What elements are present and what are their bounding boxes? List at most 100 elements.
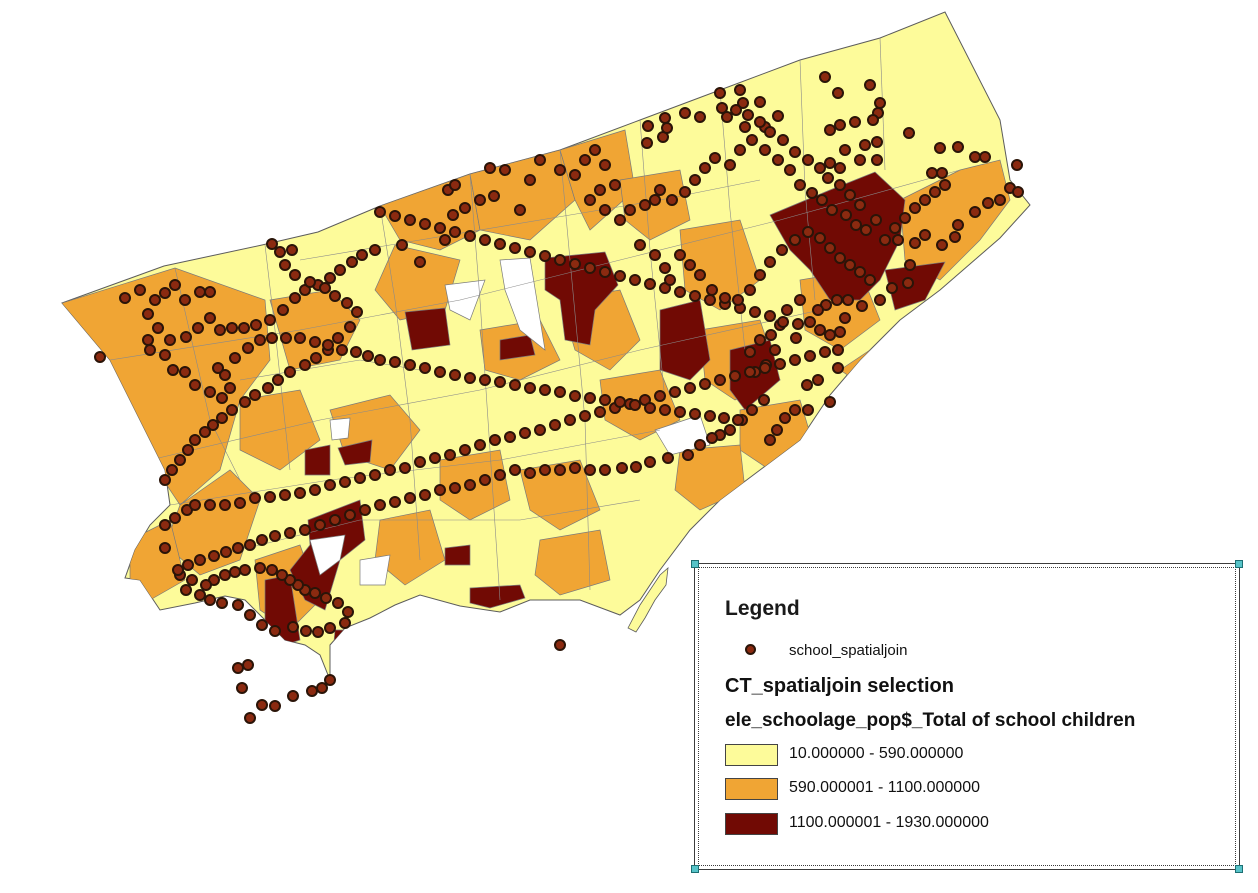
tract-nodata-2: [444, 279, 486, 321]
school-point: [374, 354, 386, 366]
school-point: [714, 87, 726, 99]
tract-north-york-3: [559, 129, 636, 231]
school-point: [886, 282, 898, 294]
school-point: [789, 234, 801, 246]
school-point: [772, 154, 784, 166]
school-point: [389, 210, 401, 222]
school-point: [449, 179, 461, 191]
school-point: [359, 504, 371, 516]
school-point: [242, 659, 254, 671]
resize-handle-top-right[interactable]: [1235, 560, 1243, 568]
school-point: [254, 334, 266, 346]
school-point: [419, 489, 431, 501]
school-point: [344, 509, 356, 521]
school-point: [346, 256, 358, 268]
school-point: [144, 344, 156, 356]
school-point: [324, 479, 336, 491]
school-point: [704, 410, 716, 422]
school-point: [269, 625, 281, 637]
school-point: [396, 239, 408, 251]
school-point: [324, 674, 336, 686]
school-point: [299, 359, 311, 371]
school-point: [684, 259, 696, 271]
school-point: [589, 144, 601, 156]
school-point: [186, 574, 198, 586]
school-point: [864, 79, 876, 91]
school-point: [179, 294, 191, 306]
school-point: [399, 462, 411, 474]
school-point: [306, 685, 318, 697]
school-point: [226, 404, 238, 416]
legend-panel[interactable]: Legend school_spatialjoin CT_spatialjoin…: [691, 560, 1243, 873]
school-point: [579, 154, 591, 166]
school-point: [802, 226, 814, 238]
school-point: [232, 662, 244, 674]
school-point: [789, 354, 801, 366]
school-point: [939, 179, 951, 191]
school-point: [224, 382, 236, 394]
school-point: [334, 264, 346, 276]
school-point: [329, 290, 341, 302]
school-point: [310, 352, 322, 364]
school-point: [207, 419, 219, 431]
school-point: [287, 690, 299, 702]
school-point: [634, 239, 646, 251]
school-point: [824, 329, 836, 341]
school-point: [289, 292, 301, 304]
school-point: [816, 194, 828, 206]
school-point: [822, 172, 834, 184]
resize-handle-bottom-left[interactable]: [691, 865, 699, 873]
school-point: [994, 194, 1006, 206]
school-point: [654, 390, 666, 402]
school-point: [554, 254, 566, 266]
school-point: [744, 366, 756, 378]
school-point: [199, 426, 211, 438]
school-point: [834, 162, 846, 174]
school-point: [256, 534, 268, 546]
school-point: [414, 256, 426, 268]
school-point: [279, 489, 291, 501]
school-point: [194, 554, 206, 566]
school-point: [718, 412, 730, 424]
legend-title: Legend: [725, 597, 800, 620]
school-point: [294, 487, 306, 499]
school-point: [789, 404, 801, 416]
school-point: [834, 119, 846, 131]
school-point: [758, 394, 770, 406]
school-point: [336, 344, 348, 356]
resize-handle-bottom-right[interactable]: [1235, 865, 1243, 873]
school-point: [840, 209, 852, 221]
school-point: [509, 242, 521, 254]
class-swatch-high: [725, 813, 778, 835]
resize-handle-top-left[interactable]: [691, 560, 699, 568]
school-point: [204, 499, 216, 511]
school-point: [689, 408, 701, 420]
school-point: [249, 389, 261, 401]
school-point: [909, 237, 921, 249]
school-point: [266, 238, 278, 250]
school-point: [629, 274, 641, 286]
school-point: [824, 396, 836, 408]
school-point: [514, 204, 526, 216]
school-point: [179, 366, 191, 378]
school-point: [244, 609, 256, 621]
school-point: [689, 174, 701, 186]
school-point: [320, 592, 332, 604]
school-point: [754, 334, 766, 346]
school-point: [569, 390, 581, 402]
school-point: [94, 351, 106, 363]
school-point: [824, 242, 836, 254]
school-point: [746, 404, 758, 416]
school-point: [599, 464, 611, 476]
school-point: [208, 550, 220, 562]
school-point: [319, 282, 331, 294]
school-point: [794, 179, 806, 191]
school-point: [804, 316, 816, 328]
school-point: [180, 584, 192, 596]
school-point: [694, 439, 706, 451]
school-point: [659, 404, 671, 416]
school-point: [569, 462, 581, 474]
school-point: [639, 199, 651, 211]
school-point: [789, 146, 801, 158]
school-point: [312, 626, 324, 638]
